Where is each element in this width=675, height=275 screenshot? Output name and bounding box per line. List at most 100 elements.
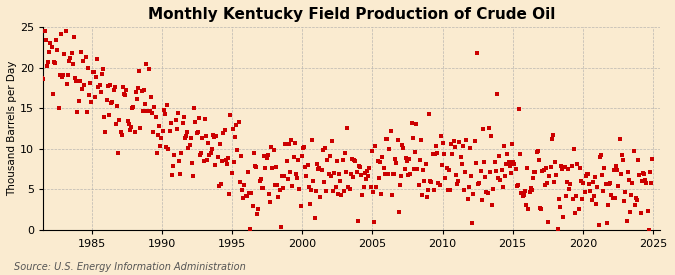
Point: [504, 164, 515, 168]
Point: [124, 128, 135, 132]
Point: [325, 154, 335, 158]
Point: [224, 192, 235, 196]
Point: [477, 127, 488, 131]
Point: [646, 180, 657, 185]
Point: [574, 166, 585, 170]
Point: [272, 183, 283, 187]
Point: [99, 115, 109, 119]
Point: [507, 142, 518, 147]
Point: [483, 126, 494, 130]
Point: [383, 172, 394, 177]
Point: [351, 170, 362, 174]
Point: [535, 206, 545, 210]
Point: [85, 81, 96, 86]
Point: [101, 98, 112, 103]
Point: [495, 178, 506, 183]
Point: [597, 172, 608, 177]
Point: [311, 162, 322, 166]
Point: [389, 171, 400, 176]
Point: [539, 183, 550, 187]
Point: [292, 176, 302, 180]
Point: [458, 144, 468, 148]
Point: [72, 109, 83, 114]
Point: [146, 95, 157, 100]
Point: [264, 192, 275, 196]
Point: [551, 172, 562, 177]
Point: [204, 153, 215, 158]
Point: [384, 147, 395, 151]
Point: [120, 93, 131, 98]
Point: [172, 111, 183, 115]
Point: [331, 158, 342, 163]
Point: [87, 70, 98, 74]
Point: [333, 191, 344, 196]
Point: [371, 184, 382, 189]
Point: [200, 133, 211, 138]
Point: [512, 184, 522, 189]
Point: [287, 184, 298, 188]
Point: [128, 105, 139, 109]
Point: [186, 136, 196, 140]
Point: [314, 166, 325, 170]
Point: [246, 191, 257, 195]
Point: [621, 219, 632, 223]
Point: [97, 72, 107, 76]
Point: [606, 193, 617, 197]
Point: [600, 181, 611, 186]
Point: [240, 194, 251, 198]
Point: [630, 196, 641, 200]
Point: [306, 188, 317, 192]
Point: [182, 130, 192, 135]
Point: [73, 99, 84, 104]
Point: [255, 177, 266, 181]
Point: [498, 144, 509, 148]
Point: [82, 65, 93, 70]
Point: [111, 122, 122, 127]
Point: [248, 151, 259, 156]
Point: [284, 142, 294, 146]
Point: [433, 181, 444, 185]
Point: [379, 171, 390, 176]
Point: [342, 126, 352, 131]
Point: [159, 112, 170, 116]
Point: [515, 152, 526, 156]
Point: [629, 203, 640, 207]
Point: [497, 185, 508, 189]
Point: [590, 175, 601, 179]
Point: [227, 127, 238, 132]
Point: [586, 198, 597, 202]
Point: [296, 154, 307, 159]
Point: [121, 87, 132, 92]
Point: [231, 123, 242, 127]
Point: [198, 159, 209, 164]
Point: [223, 156, 234, 161]
Point: [450, 145, 460, 149]
Title: Monthly Kentucky Field Production of Crude Oil: Monthly Kentucky Field Production of Cru…: [148, 7, 555, 22]
Point: [320, 146, 331, 150]
Point: [325, 174, 336, 178]
Point: [81, 109, 92, 114]
Point: [531, 150, 542, 154]
Point: [60, 29, 71, 34]
Point: [578, 181, 589, 185]
Point: [213, 183, 224, 188]
Point: [434, 183, 445, 187]
Point: [482, 191, 493, 195]
Point: [369, 220, 379, 224]
Point: [572, 162, 583, 166]
Point: [38, 77, 49, 81]
Point: [245, 227, 256, 231]
Point: [274, 188, 285, 192]
Point: [127, 106, 138, 110]
Point: [66, 51, 77, 55]
Point: [217, 159, 227, 163]
Point: [90, 95, 101, 100]
Point: [175, 172, 186, 176]
Point: [603, 202, 614, 207]
Point: [619, 199, 630, 203]
Point: [439, 152, 450, 156]
Point: [352, 219, 363, 223]
Point: [180, 136, 190, 140]
Point: [275, 224, 286, 229]
Point: [212, 155, 223, 160]
